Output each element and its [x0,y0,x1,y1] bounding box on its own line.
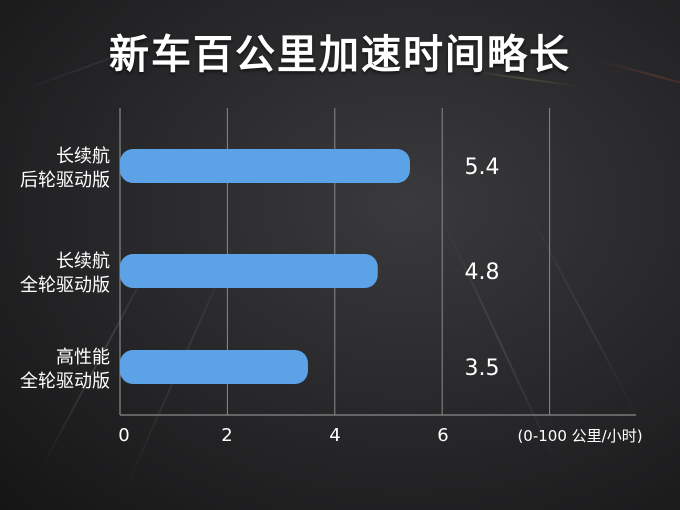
value-label: 5.4 [465,155,500,180]
x-tick-label: 2 [221,425,232,446]
x-tick-label: 6 [437,425,448,446]
category-label: 长续航 [56,251,110,272]
category-label: 长续航 [56,146,110,167]
bar [120,149,410,183]
bar [120,350,308,384]
value-label: 3.5 [465,356,500,381]
chart-title: 新车百公里加速时间略长 [109,32,571,78]
x-tick-label: 4 [329,425,340,446]
bar [120,254,378,288]
category-label: 全轮驱动版 [20,275,110,296]
axis-unit-label: (0-100 公里/小时) [517,427,642,445]
category-label: 后轮驱动版 [20,170,110,191]
category-label: 高性能 [56,347,110,368]
category-label: 全轮驱动版 [20,371,110,392]
value-label: 4.8 [465,260,500,285]
x-tick-label: 0 [118,425,129,446]
